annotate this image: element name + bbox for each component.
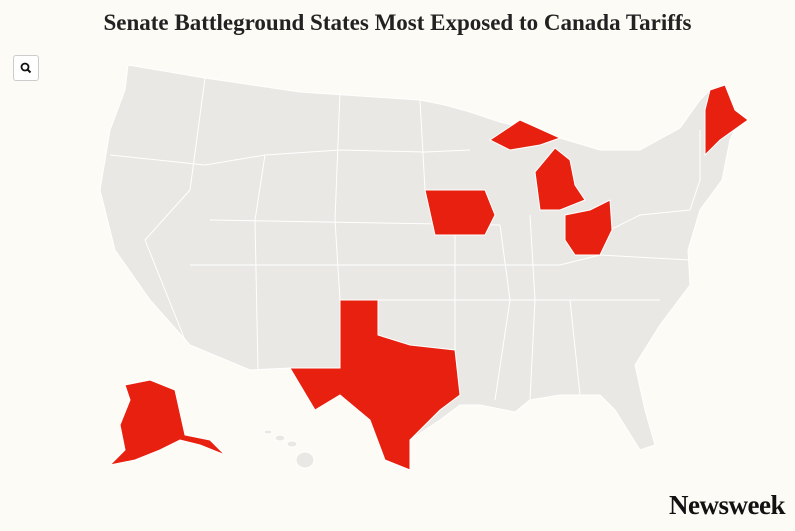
search-button[interactable] xyxy=(13,55,39,81)
search-icon xyxy=(20,62,32,74)
michigan-upper xyxy=(489,119,562,151)
map-title: Senate Battleground States Most Exposed … xyxy=(103,10,692,35)
lower-48 xyxy=(99,64,741,471)
michigan-lower xyxy=(534,147,586,211)
alaska xyxy=(108,379,226,466)
ohio xyxy=(564,199,613,256)
maine xyxy=(704,84,749,157)
iowa xyxy=(424,189,496,236)
state-borders xyxy=(109,77,701,401)
texas xyxy=(289,299,461,471)
brand-logo: Newsweek xyxy=(669,490,785,520)
hawaii xyxy=(263,429,315,469)
